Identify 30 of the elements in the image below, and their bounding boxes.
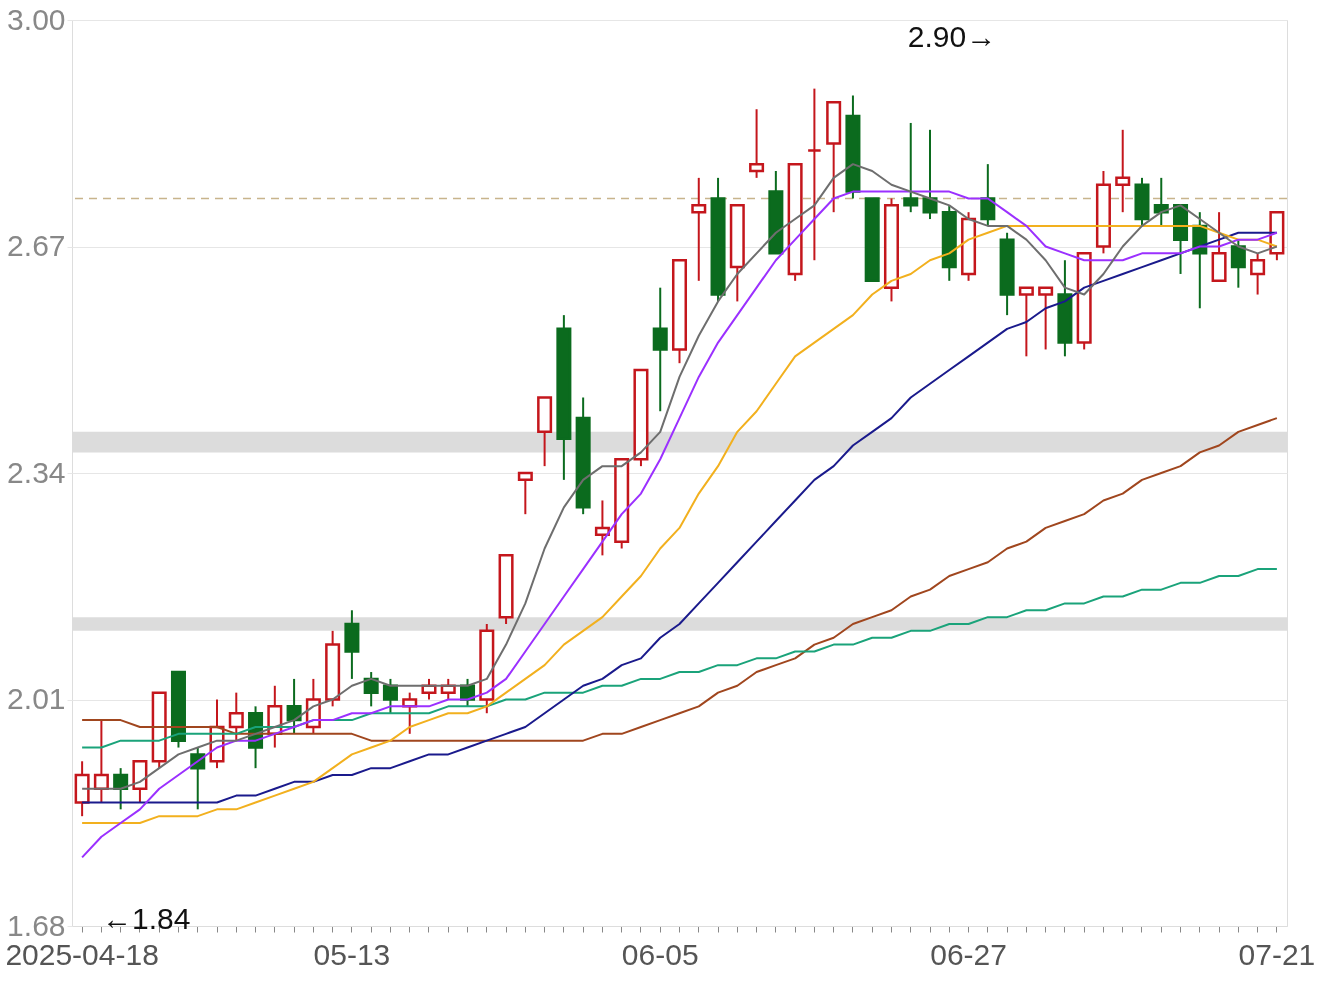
candlestick	[382, 677, 398, 715]
x-tick-label: 06-27	[930, 937, 1007, 971]
candlestick	[517, 471, 533, 516]
candlestick	[980, 163, 996, 227]
candlestick	[1250, 252, 1266, 296]
annotation: ←1.84	[102, 902, 191, 935]
y-tick-label: 2.67	[7, 229, 66, 262]
line-series	[81, 568, 1278, 749]
candlestick	[922, 128, 938, 221]
candlestick	[228, 691, 244, 742]
candlestick	[903, 121, 919, 214]
y-tick-label: 3.00	[7, 2, 66, 36]
candlestick	[1018, 286, 1034, 358]
annotation: 2.90→	[907, 20, 997, 53]
y-tick-label: 2.01	[7, 682, 66, 715]
candlestick	[691, 176, 707, 282]
x-tick-label: 07-21	[1238, 937, 1316, 971]
y-tick-label: 2.34	[7, 455, 66, 489]
candlestick	[1038, 286, 1054, 351]
candlestick	[806, 87, 822, 262]
candlestick	[286, 677, 302, 735]
candlestick	[402, 691, 418, 735]
candlestick	[749, 108, 765, 179]
candlestick	[1115, 128, 1131, 214]
candlestick	[652, 286, 668, 413]
candlestick	[1230, 238, 1246, 289]
x-tick-label: 06-05	[621, 937, 699, 971]
line-series	[81, 417, 1278, 742]
candlestick	[594, 499, 610, 557]
x-tick-label: 05-13	[313, 937, 391, 971]
